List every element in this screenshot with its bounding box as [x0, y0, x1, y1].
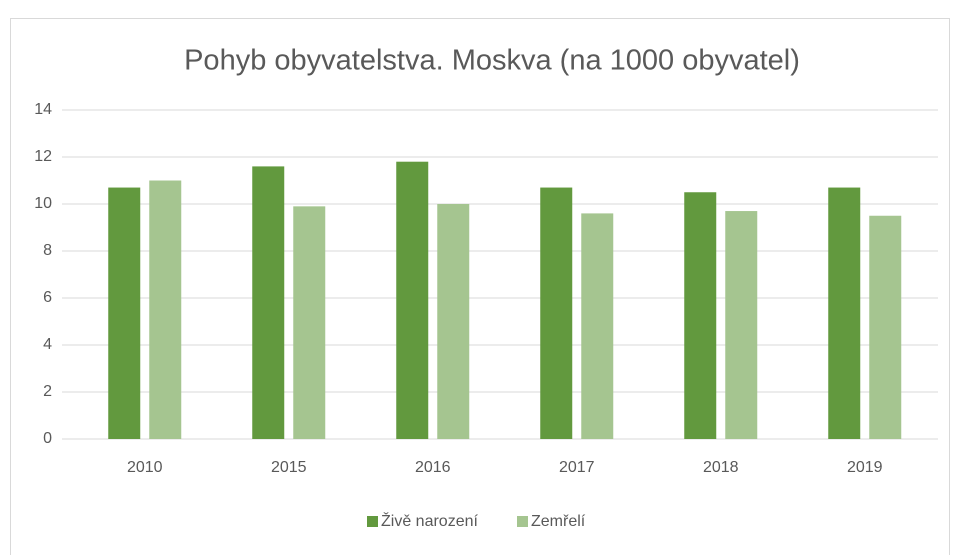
y-tick-label: 0 — [43, 430, 52, 447]
y-tick-label: 4 — [43, 336, 52, 353]
bar — [108, 187, 141, 439]
legend-label: Živě narození — [381, 511, 478, 530]
y-tick-label: 6 — [43, 289, 52, 306]
bar — [396, 161, 429, 439]
bar — [252, 166, 285, 439]
x-tick-label: 2015 — [271, 459, 307, 476]
y-tick-label: 12 — [34, 148, 52, 165]
bar — [293, 206, 326, 439]
chart-title: Pohyb obyvatelstva. Moskva (na 1000 obyv… — [184, 45, 800, 77]
bar — [581, 213, 614, 439]
bar — [684, 192, 717, 439]
bar — [149, 180, 182, 439]
x-tick-label: 2010 — [127, 459, 163, 476]
bar — [869, 215, 902, 439]
x-tick-label: 2016 — [415, 459, 451, 476]
bar — [725, 211, 758, 439]
y-tick-label: 2 — [43, 383, 52, 400]
x-tick-label: 2017 — [559, 459, 595, 476]
x-tick-label: 2018 — [703, 459, 739, 476]
bar — [437, 204, 470, 439]
bar — [828, 187, 861, 439]
y-tick-label: 14 — [34, 101, 52, 118]
y-tick-label: 8 — [43, 242, 52, 259]
legend-swatch — [517, 516, 528, 527]
y-tick-label: 10 — [34, 195, 52, 212]
legend-label: Zemřelí — [531, 513, 586, 530]
legend-swatch — [367, 516, 378, 527]
bar — [540, 187, 573, 439]
x-tick-label: 2019 — [847, 459, 883, 476]
